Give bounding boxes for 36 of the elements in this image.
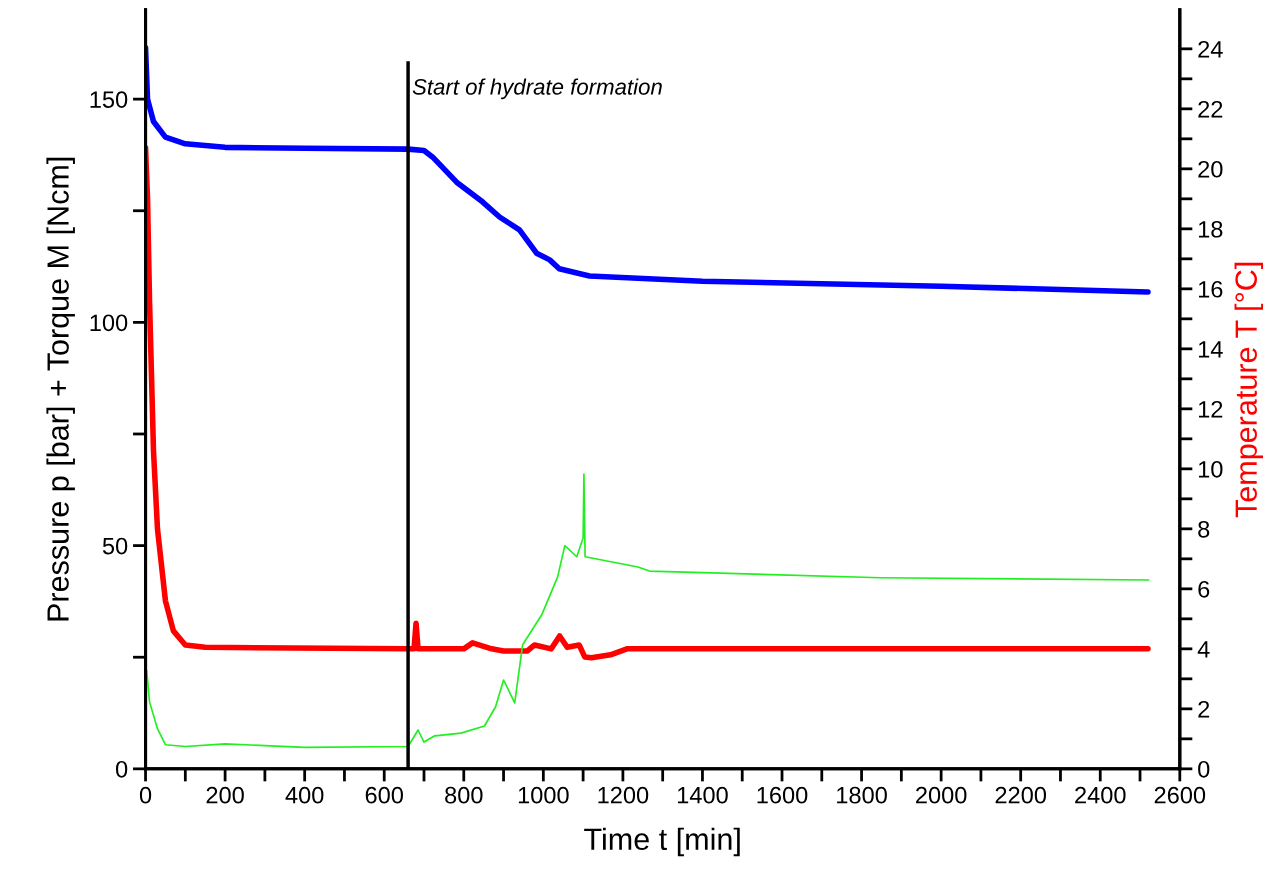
y2-tick-label: 24 [1198, 40, 1223, 58]
x-tick-label: 400 [285, 786, 324, 804]
y2-axis-title: Temperature T [°C] [1234, 262, 1264, 518]
y-axis-title: Pressure p [bar] + Torque M [Ncm] [46, 157, 75, 621]
line-series [145, 473, 1150, 749]
x-tick-label: 1600 [757, 786, 808, 804]
y2-tick-label: 8 [1198, 520, 1210, 538]
y2-tick-label: 10 [1198, 460, 1223, 478]
annotation: Start of hydrate formation [412, 78, 662, 100]
x-tick-label: 1400 [678, 786, 728, 804]
y2-tick-label: 0 [1198, 760, 1210, 778]
y-tick-label: 50 [102, 537, 128, 555]
y2-tick-label: 2 [1198, 700, 1210, 718]
y2-tick-label: 18 [1198, 220, 1223, 238]
x-tick-label: 2000 [916, 786, 967, 804]
x-tick-label: 2600 [1154, 786, 1206, 804]
x-tick-label: 1000 [518, 786, 569, 804]
y2-tick-label: 22 [1198, 100, 1223, 118]
y2-tick-label: 6 [1198, 580, 1210, 598]
y2-tick-label: 4 [1197, 641, 1210, 658]
y2-tick-label: 20 [1198, 160, 1223, 178]
y2-tick-label: 16 [1198, 280, 1223, 298]
x-tick-label: 1800 [837, 786, 887, 804]
x-tick-label: 800 [445, 786, 483, 804]
x-tick-label: 600 [365, 786, 403, 804]
x-tick-label: 1200 [598, 786, 649, 804]
x-tick-label: 2200 [995, 786, 1047, 804]
x-tick-label: 2400 [1075, 786, 1126, 804]
y2-tick-label: 12 [1198, 400, 1223, 418]
x-tick-label: 0 [139, 786, 152, 804]
x-tick-label: 200 [206, 786, 244, 804]
y-tick-label: 0 [115, 760, 128, 778]
x-axis-title: Time t [min] [584, 827, 740, 857]
y-tick-label: 100 [90, 314, 128, 332]
y2-tick-label: 14 [1198, 341, 1223, 358]
y-tick-label: 150 [90, 91, 128, 108]
